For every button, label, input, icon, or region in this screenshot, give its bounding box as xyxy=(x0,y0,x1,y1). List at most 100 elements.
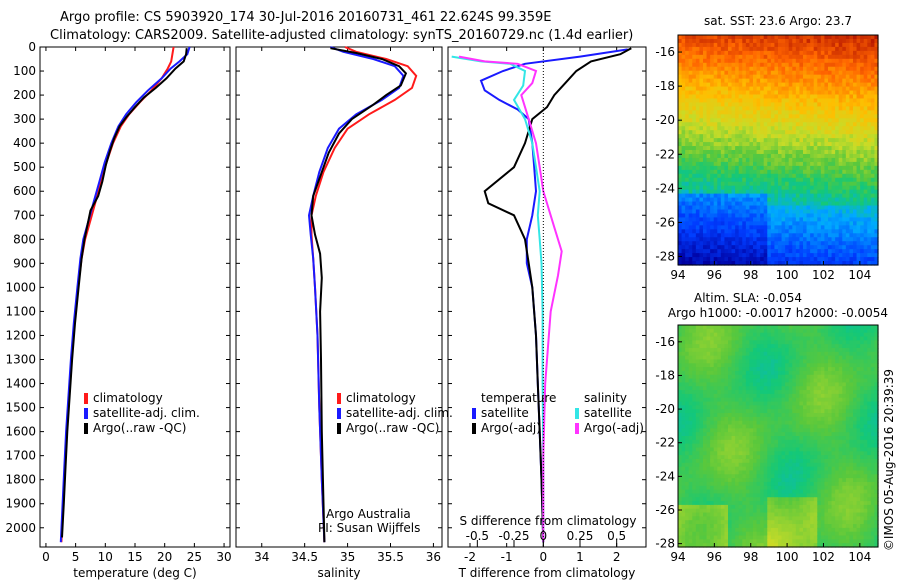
map-x-tick-label: 94 xyxy=(670,550,685,564)
y-tick-label: 700 xyxy=(13,208,36,222)
x-tick-label: 1 xyxy=(576,550,584,564)
legend-label: satellite-adj. clim. xyxy=(346,406,453,420)
legend-swatch xyxy=(337,408,341,419)
map-x-tick-label: 104 xyxy=(848,268,871,282)
y-tick-label: 1800 xyxy=(5,473,36,487)
legend-label: satellite-adj. clim. xyxy=(93,406,200,420)
series-line-2 xyxy=(61,48,188,538)
map-y-tick-label: -18 xyxy=(655,79,675,93)
map-y-tick-label: -28 xyxy=(655,537,675,551)
x-tick-label: 30 xyxy=(216,550,231,564)
x-tick-label: 0 xyxy=(540,550,548,564)
sst-map xyxy=(678,35,879,266)
map-y-tick-label: -16 xyxy=(655,335,675,349)
x2-tick-label: 0.25 xyxy=(567,529,594,543)
y-tick-label: 200 xyxy=(13,88,36,102)
map-y-tick-label: -28 xyxy=(655,249,675,263)
pi-label: PI: Susan Wijffels xyxy=(318,521,420,535)
y-tick-label: 1600 xyxy=(5,425,36,439)
y-tick-label: 100 xyxy=(13,64,36,78)
y-tick-label: 1400 xyxy=(5,377,36,391)
map-x-tick-label: 96 xyxy=(707,268,722,282)
map-x-tick-label: 98 xyxy=(743,550,758,564)
map-x-tick-label: 102 xyxy=(812,550,835,564)
panel-frame-0 xyxy=(39,46,231,548)
legend-swatch xyxy=(84,423,88,434)
map-x-tick-label: 102 xyxy=(812,268,835,282)
y-tick-label: 1500 xyxy=(5,401,36,415)
x-tick-label: 10 xyxy=(98,550,113,564)
legend-label: Argo(-adj) xyxy=(584,421,644,435)
map-y-tick-label: -20 xyxy=(655,402,675,416)
header-line2: Climatology: CARS2009. Satellite-adjuste… xyxy=(50,28,634,43)
x-tick-label: 2 xyxy=(613,550,621,564)
map-x-tick-label: 98 xyxy=(743,268,758,282)
y-tick-label: 800 xyxy=(13,232,36,246)
map-y-tick-label: -26 xyxy=(655,503,675,517)
imos-credit: ©IMOS 05-Aug-2016 20:39:39 xyxy=(882,369,896,551)
legend-label: satellite xyxy=(481,406,529,420)
map-y-tick-label: -24 xyxy=(655,181,675,195)
sla-map-subtitle: Argo h1000: -0.0017 h2000: -0.0054 xyxy=(668,306,888,320)
x-tick-label: -2 xyxy=(464,550,476,564)
legend-swatch xyxy=(472,408,476,419)
x-tick-label: 34.5 xyxy=(291,550,318,564)
x-tick-label: -1 xyxy=(501,550,513,564)
map-y-tick-label: -26 xyxy=(655,215,675,229)
legend-label: climatology xyxy=(346,391,416,405)
panel-frame-2 xyxy=(447,46,647,548)
y-tick-label: 1200 xyxy=(5,328,36,342)
map-x-tick-label: 96 xyxy=(707,550,722,564)
y-tick-label: 1300 xyxy=(5,353,36,367)
map-y-tick-label: -20 xyxy=(655,113,675,127)
x2-tick-label: 0 xyxy=(540,529,548,543)
legend-label: Argo(..raw -QC) xyxy=(93,421,186,435)
x-tick-label: 36 xyxy=(426,550,441,564)
x-axis-label: T difference from climatology xyxy=(458,566,636,580)
sst-map-title: sat. SST: 23.6 Argo: 23.7 xyxy=(704,14,852,28)
series-line-1 xyxy=(483,47,632,543)
y-tick-label: 1100 xyxy=(5,304,36,318)
sla-map-frame xyxy=(677,324,879,548)
x2-tick-label: 0.5 xyxy=(607,529,626,543)
legend-label: climatology xyxy=(93,391,163,405)
sst-map-frame xyxy=(677,34,879,266)
legend-swatch xyxy=(337,393,341,404)
legend-swatch xyxy=(337,423,341,434)
x2-tick-label: -0.5 xyxy=(466,529,489,543)
y-tick-label: 0 xyxy=(28,40,36,54)
legend-label: Argo(..raw -QC) xyxy=(346,421,439,435)
panel-frame-1 xyxy=(235,46,443,548)
y-tick-label: 500 xyxy=(13,160,36,174)
series-line-3 xyxy=(458,55,563,543)
legend-swatch xyxy=(575,423,579,434)
x2-tick-label: -0.25 xyxy=(498,529,529,543)
series-line-2 xyxy=(451,55,545,543)
map-y-tick-label: -16 xyxy=(655,45,675,59)
legend-label: satellite xyxy=(584,406,632,420)
y-tick-label: 400 xyxy=(13,136,36,150)
legend-swatch xyxy=(575,408,579,419)
legend-title-salinity: salinity xyxy=(584,391,627,405)
x-tick-label: 35 xyxy=(340,550,355,564)
legend-swatch xyxy=(472,423,476,434)
x-tick-label: 34 xyxy=(254,550,269,564)
series-line-2 xyxy=(310,47,408,543)
sla-map-title: Altim. SLA: -0.054 xyxy=(694,291,802,305)
y-tick-label: 900 xyxy=(13,256,36,270)
x-tick-label: 5 xyxy=(72,550,80,564)
series-line-1 xyxy=(59,46,191,543)
x-axis-label: salinity xyxy=(317,566,360,580)
map-y-tick-label: -24 xyxy=(655,469,675,483)
legend-swatch xyxy=(84,393,88,404)
map-y-tick-label: -22 xyxy=(655,147,675,161)
x-axis-label: temperature (deg C) xyxy=(73,566,196,580)
series-line-1 xyxy=(307,46,405,543)
y-tick-label: 1900 xyxy=(5,497,36,511)
y-tick-label: 2000 xyxy=(5,521,36,535)
header-line1: Argo profile: CS 5903920_174 30-Jul-2016… xyxy=(60,10,552,25)
y-tick-label: 1700 xyxy=(5,449,36,463)
argo-australia-label: Argo Australia xyxy=(326,507,411,521)
map-x-tick-label: 100 xyxy=(776,550,799,564)
x-axis-label-secondary: S difference from climatology xyxy=(460,514,637,528)
